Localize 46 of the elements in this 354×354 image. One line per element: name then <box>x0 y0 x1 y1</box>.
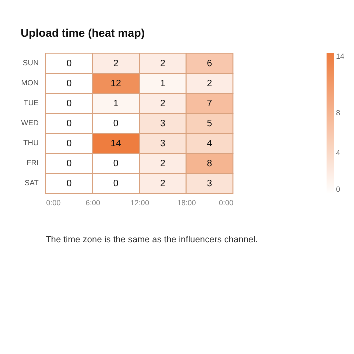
color-bar-label: 4 <box>336 148 340 158</box>
y-tick-label: SAT <box>24 178 40 188</box>
data-label: 2 <box>207 78 212 88</box>
x-tick-label: 18:00 <box>177 198 196 208</box>
data-label: 2 <box>160 98 166 108</box>
data-label: 0 <box>66 118 72 128</box>
color-bar-label: 0 <box>336 185 340 194</box>
data-label: 2 <box>160 158 166 169</box>
color-bar-label: 14 <box>336 52 345 62</box>
text: The time zone is the same as the influencers channel. <box>46 234 258 245</box>
data-label: 4 <box>207 138 212 149</box>
data-label: 0 <box>66 78 72 88</box>
x-tick-label: 0:00 <box>46 198 61 208</box>
data-label: 2 <box>114 58 119 68</box>
color-bar-label: 8 <box>336 108 340 118</box>
data-label: 8 <box>207 158 212 169</box>
data-label: 12 <box>110 78 122 88</box>
data-label: 0 <box>66 138 72 149</box>
data-label: 0 <box>66 178 72 189</box>
data-label: 5 <box>207 118 212 128</box>
x-tick-label: 12:00 <box>130 198 150 208</box>
y-tick-label: WED <box>21 118 40 128</box>
data-label: 3 <box>160 138 166 149</box>
y-tick-label: FRI <box>26 158 39 168</box>
data-label: 3 <box>207 178 212 189</box>
data-label: 14 <box>110 138 122 149</box>
data-label: 0 <box>66 98 72 108</box>
data-label: 0 <box>114 178 119 189</box>
data-label: 0 <box>114 158 119 169</box>
y-tick-label: THU <box>23 138 39 148</box>
data-label: 1 <box>160 78 166 88</box>
data-label: 0 <box>66 158 72 169</box>
data-label: 0 <box>66 58 72 68</box>
x-tick-label: 6:00 <box>86 198 100 208</box>
data-label: 3 <box>160 118 166 128</box>
y-tick-label: MON <box>21 78 39 88</box>
data-label: 6 <box>207 58 212 68</box>
x-tick-label: 0:00 <box>219 198 234 208</box>
y-tick-label: TUE <box>24 98 39 108</box>
data-label: 0 <box>114 118 119 128</box>
data-label: 7 <box>207 98 212 108</box>
chart-title: Upload time (heat map) <box>20 28 146 40</box>
data-label: 2 <box>160 58 166 68</box>
data-label: 1 <box>114 98 119 108</box>
y-tick-label: SUN <box>23 58 39 68</box>
data-label: 2 <box>160 178 166 189</box>
